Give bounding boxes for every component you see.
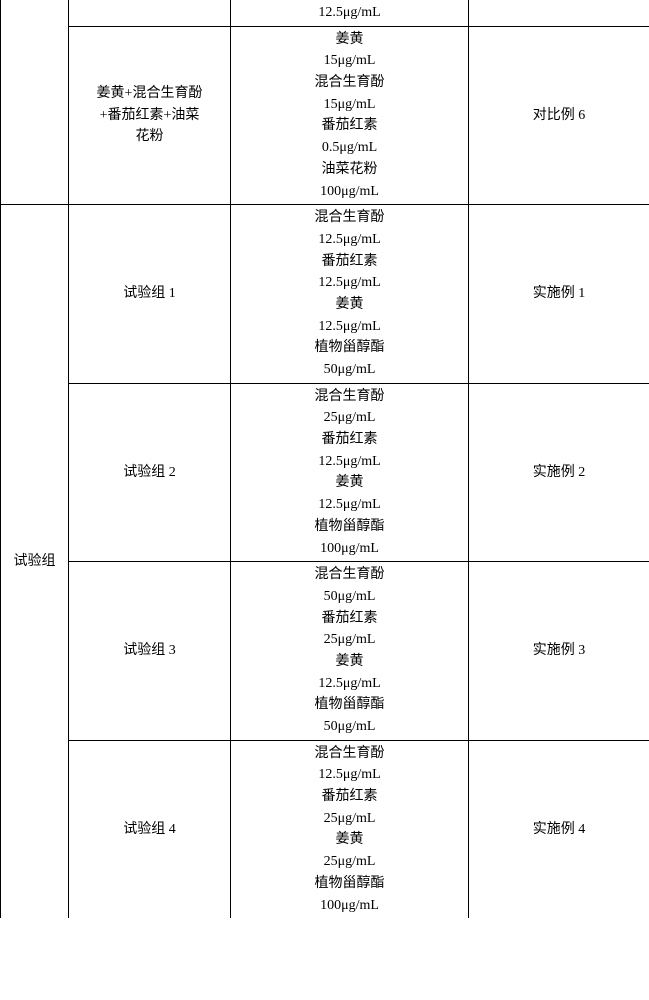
cell-concentration: 混合生育酚 50μg/mL 番茄红素 25μg/mL 姜黄 12.5μg/mL …: [231, 562, 469, 741]
table-row: 试验组 试验组 1 混合生育酚 12.5μg/mL 番茄红素 12.5μg/mL…: [1, 205, 649, 384]
cell-ingredients: 姜黄+混合生育酚 +番茄红素+油菜 花粉: [69, 26, 231, 205]
cell-blank: [1, 0, 69, 205]
data-table: 12.5μg/mL 姜黄+混合生育酚 +番茄红素+油菜 花粉 姜黄 15μg/m…: [0, 0, 649, 918]
table-row: 姜黄+混合生育酚 +番茄红素+油菜 花粉 姜黄 15μg/mL 混合生育酚 15…: [1, 26, 649, 205]
cell-value: 12.5μg/mL: [231, 0, 469, 26]
cell-trial-name: 试验组 1: [69, 205, 231, 384]
cell-example: 实施例 2: [469, 383, 649, 562]
cell-concentration: 姜黄 15μg/mL 混合生育酚 15μg/mL 番茄红素 0.5μg/mL 油…: [231, 26, 469, 205]
cell-concentration: 混合生育酚 12.5μg/mL 番茄红素 25μg/mL 姜黄 25μg/mL …: [231, 740, 469, 918]
cell-example: 实施例 3: [469, 562, 649, 741]
cell-example: 实施例 1: [469, 205, 649, 384]
table-row: 试验组 4 混合生育酚 12.5μg/mL 番茄红素 25μg/mL 姜黄 25…: [1, 740, 649, 918]
cell-example: 实施例 4: [469, 740, 649, 918]
table-row: 试验组 2 混合生育酚 25μg/mL 番茄红素 12.5μg/mL 姜黄 12…: [1, 383, 649, 562]
cell-blank: [469, 0, 649, 26]
cell-blank: [69, 0, 231, 26]
table-row: 试验组 3 混合生育酚 50μg/mL 番茄红素 25μg/mL 姜黄 12.5…: [1, 562, 649, 741]
cell-concentration: 混合生育酚 25μg/mL 番茄红素 12.5μg/mL 姜黄 12.5μg/m…: [231, 383, 469, 562]
cell-trial-name: 试验组 4: [69, 740, 231, 918]
cell-trial-name: 试验组 3: [69, 562, 231, 741]
cell-concentration: 混合生育酚 12.5μg/mL 番茄红素 12.5μg/mL 姜黄 12.5μg…: [231, 205, 469, 384]
table-row: 12.5μg/mL: [1, 0, 649, 26]
cell-trial-name: 试验组 2: [69, 383, 231, 562]
cell-group-label: 试验组: [1, 205, 69, 919]
cell-example: 对比例 6: [469, 26, 649, 205]
